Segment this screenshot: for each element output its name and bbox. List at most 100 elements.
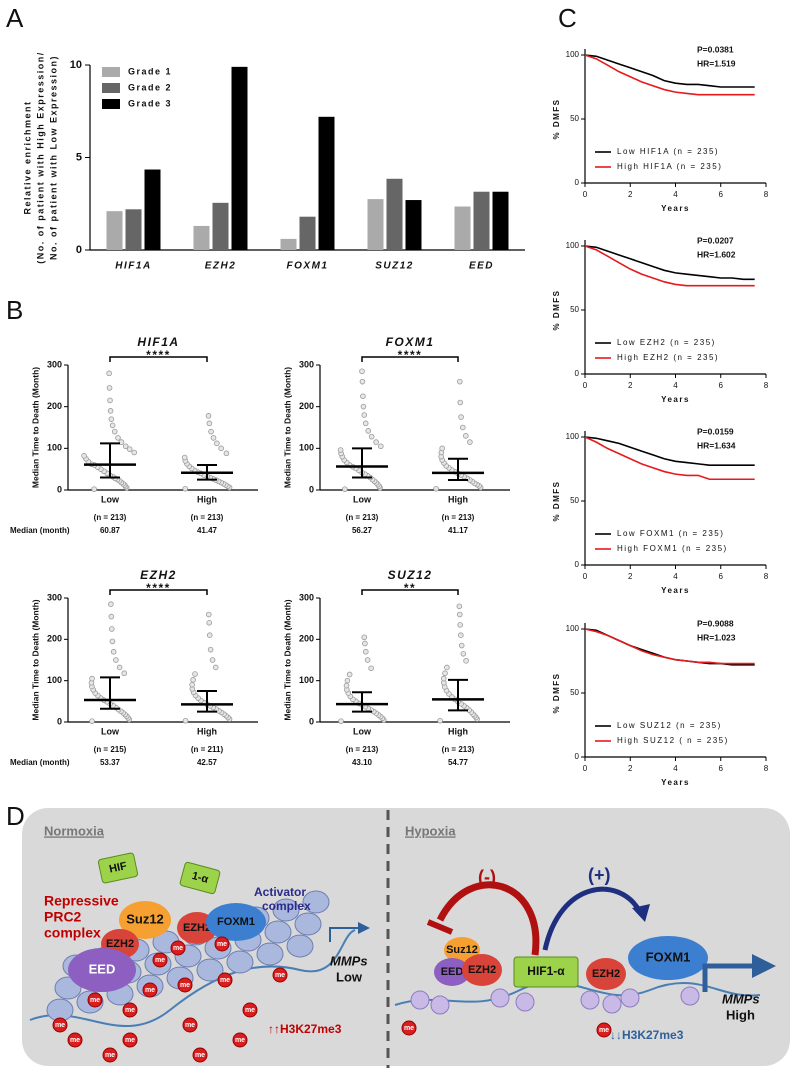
panel-label: C xyxy=(558,3,577,33)
x-tick-label: 4 xyxy=(673,764,678,773)
nucleosome xyxy=(602,994,622,1014)
methyl-marks: me me me me me me me me me me me me me me me me me me me xyxy=(52,936,612,1063)
methyl-mark xyxy=(87,992,103,1008)
survival-curve xyxy=(584,54,755,96)
methyl-label: me xyxy=(173,945,183,952)
x-axis-label: Years xyxy=(661,395,690,404)
chart-title: EZH2 xyxy=(140,568,177,582)
y-axis-label: % DMFS xyxy=(552,290,561,331)
data-point xyxy=(108,416,115,422)
x-tick-label: 8 xyxy=(764,572,769,581)
methyl-label: me xyxy=(275,972,285,979)
condition-title: Normoxia xyxy=(44,823,105,838)
data-point xyxy=(457,399,464,406)
data-point xyxy=(210,435,217,441)
y-axis-label: Median Time to Death (Month) xyxy=(30,599,40,720)
protein xyxy=(444,937,480,963)
data-point xyxy=(81,453,87,459)
legend-label: High HIF1A (n = 235) xyxy=(617,162,722,171)
legend-swatch xyxy=(102,67,120,77)
y-tick-label: 50 xyxy=(570,305,579,314)
legend-label: Low HIF1A (n = 235) xyxy=(617,147,719,156)
methyl-mark xyxy=(122,1002,138,1018)
panel-label: B xyxy=(6,295,23,325)
y-axis-label: Median Time to Death (Month) xyxy=(282,599,292,720)
significance-bar xyxy=(361,356,459,362)
data-point xyxy=(106,370,112,377)
x-tick-label: 0 xyxy=(583,764,588,773)
data-point xyxy=(337,447,344,453)
data-point xyxy=(212,664,219,671)
x-tick-label: 0 xyxy=(583,190,588,199)
arrow-head xyxy=(358,922,370,934)
y-tick-label: 100 xyxy=(47,675,62,685)
legend-label: Low FOXM1 (n = 235) xyxy=(617,529,724,538)
data-point xyxy=(456,611,463,618)
nucleosome xyxy=(264,920,292,944)
data-point xyxy=(457,632,464,638)
data-point xyxy=(437,717,443,724)
y-tick-label: 300 xyxy=(299,359,314,369)
protein-label: FOXM1 xyxy=(217,916,255,928)
data-point xyxy=(207,646,214,653)
protein-label: Suz12 xyxy=(126,911,164,926)
methyl-label: me xyxy=(245,1007,255,1014)
bar xyxy=(405,200,422,250)
data-point xyxy=(109,638,116,645)
x-tick-label: EED xyxy=(469,261,494,272)
protein-label: EZH2 xyxy=(592,968,620,980)
data-point xyxy=(344,677,351,684)
data-point xyxy=(343,682,350,689)
methyl-label: me xyxy=(599,1027,609,1034)
x-tick-label: 0 xyxy=(583,572,588,581)
nucleosome xyxy=(580,990,600,1010)
methyl-label: me xyxy=(145,987,155,994)
chart-title: FOXM1 xyxy=(386,335,435,349)
median-value: 41.17 xyxy=(448,526,469,535)
methyl-label: me xyxy=(105,1052,115,1059)
annotation: P=0.0381 xyxy=(697,44,734,54)
data-point xyxy=(365,428,372,434)
y-tick-label: 100 xyxy=(566,624,580,633)
nucleosome xyxy=(302,890,330,914)
x-tick-label: 6 xyxy=(719,764,724,773)
data-point xyxy=(131,449,137,456)
y-tick-label: 100 xyxy=(299,443,314,453)
bar xyxy=(454,206,471,250)
y-tick-label: 10 xyxy=(70,59,82,71)
y-tick-label: 0 xyxy=(76,244,82,256)
histone-mark: ↓↓H3K27me3 xyxy=(610,1028,684,1042)
protein-label: HIF1-α xyxy=(527,964,565,978)
nucleosome xyxy=(430,995,450,1015)
nucleosome xyxy=(294,912,322,936)
y-tick-label: 0 xyxy=(57,484,62,494)
data-point xyxy=(118,439,125,445)
label: 1-α xyxy=(190,870,209,886)
x-tick-label: 8 xyxy=(764,190,769,199)
x-tick-label: Low xyxy=(101,726,120,736)
data-point xyxy=(463,658,469,664)
arrow-head xyxy=(752,954,776,978)
median-header: Median (month) xyxy=(10,758,70,767)
data-point xyxy=(368,433,375,440)
significance-bar xyxy=(109,589,208,595)
y-tick-label: 100 xyxy=(566,432,580,441)
y-tick-label: 5 xyxy=(76,151,82,163)
gene-label: MMPs xyxy=(722,991,760,1006)
data-point xyxy=(338,718,344,724)
protein xyxy=(119,901,171,939)
data-point xyxy=(115,435,121,441)
data-point xyxy=(106,385,113,391)
data-point xyxy=(223,450,230,457)
data-point xyxy=(362,640,368,647)
bar xyxy=(492,191,509,250)
nucleosome xyxy=(272,898,300,922)
data-point xyxy=(377,443,384,450)
survival-curve xyxy=(584,436,755,466)
annotation: HR=1.023 xyxy=(697,632,736,642)
x-tick-label: SUZ12 xyxy=(375,261,414,272)
methyl-label: me xyxy=(55,1022,65,1029)
x-tick-label: 2 xyxy=(628,381,633,390)
methyl-label: me xyxy=(217,941,227,948)
annotation: P=0.0159 xyxy=(697,426,734,436)
